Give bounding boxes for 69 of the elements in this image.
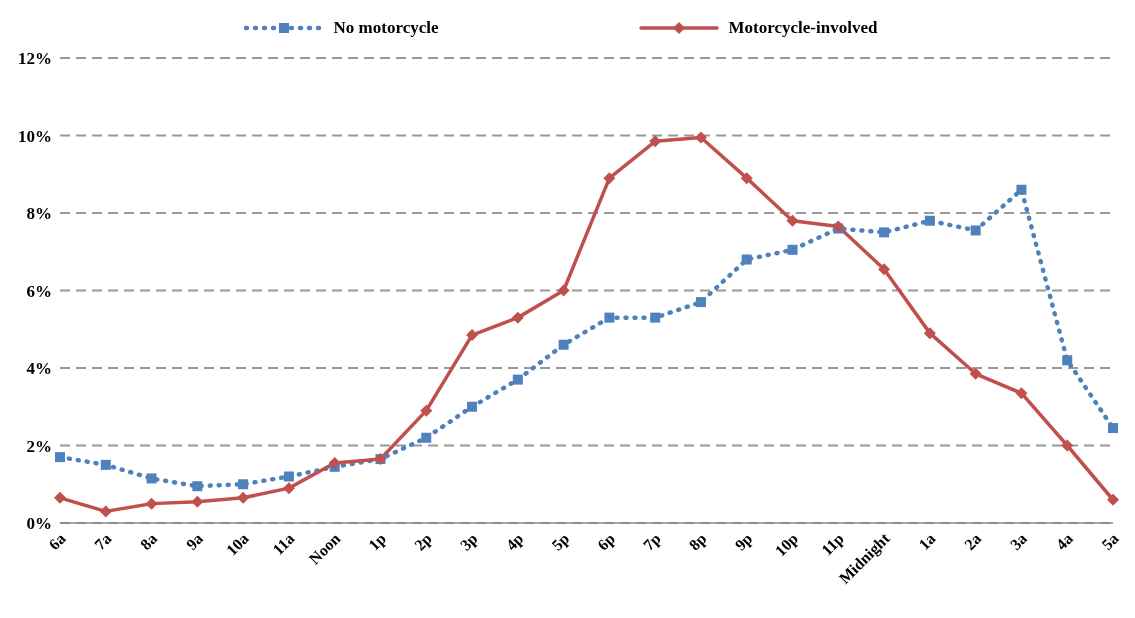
x-tick-label: 4a: [1052, 529, 1076, 554]
point: [740, 172, 753, 185]
x-tick-label: 3a: [1006, 529, 1031, 554]
x-tick-label: 2a: [961, 529, 985, 554]
point: [649, 135, 662, 148]
point: [1107, 493, 1119, 506]
x-tick-label: 8p: [685, 529, 711, 555]
x-tick-label: 6p: [594, 529, 619, 555]
point: [283, 471, 294, 482]
point: [100, 459, 111, 470]
point: [923, 327, 936, 340]
point: [328, 456, 341, 469]
x-tick-label: 8a: [136, 529, 161, 554]
point: [420, 404, 433, 417]
point: [603, 172, 616, 185]
legend-label: Motorcycle-involved: [728, 18, 878, 38]
point: [145, 497, 158, 510]
point: [741, 254, 752, 265]
point: [787, 244, 798, 255]
point: [557, 284, 570, 297]
x-tick-label: 7p: [639, 529, 665, 555]
point: [237, 491, 250, 504]
x-tick-label: 1p: [365, 529, 390, 555]
point: [1108, 423, 1118, 434]
x-tick-label: 5a: [1098, 529, 1122, 554]
point: [786, 214, 799, 227]
x-tick-label: 4p: [502, 529, 528, 555]
point: [1062, 355, 1073, 366]
point: [1015, 387, 1028, 400]
point: [238, 479, 249, 490]
x-tick-label: 10p: [771, 529, 803, 561]
x-tick-label: 1a: [915, 529, 939, 554]
y-tick-label: 10%: [18, 126, 52, 146]
point: [192, 481, 203, 492]
point: [467, 401, 478, 412]
point: [282, 482, 295, 495]
x-tick-label: 3p: [456, 529, 482, 555]
point: [1061, 439, 1074, 452]
point: [969, 367, 982, 380]
point: [55, 452, 65, 463]
point: [695, 297, 706, 308]
y-tick-label: 8%: [26, 204, 52, 224]
x-tick-label: 7a: [91, 529, 115, 554]
y-tick-label: 6%: [26, 281, 52, 301]
point: [604, 312, 615, 323]
point: [511, 311, 524, 324]
point: [558, 339, 569, 350]
point: [146, 473, 157, 484]
y-tick-label: 12%: [18, 49, 52, 69]
point: [512, 374, 523, 385]
x-tick-label: 5p: [548, 529, 574, 555]
point: [99, 505, 112, 518]
x-tick-label: 2p: [411, 529, 436, 555]
point: [54, 491, 66, 504]
point: [878, 263, 891, 276]
legend-label: No motorcycle: [333, 18, 439, 38]
y-tick-label: 4%: [26, 359, 52, 379]
point: [466, 329, 479, 342]
point: [1016, 184, 1027, 195]
x-tick-label: 9p: [731, 529, 757, 555]
point: [970, 225, 981, 236]
point: [421, 432, 432, 443]
point: [879, 227, 890, 238]
point: [650, 312, 661, 323]
x-tick-label: 9a: [182, 529, 207, 554]
x-tick-label: 11a: [269, 529, 298, 559]
y-tick-label: 2%: [26, 436, 52, 456]
x-tick-label: 10a: [222, 529, 252, 559]
point: [924, 215, 935, 226]
